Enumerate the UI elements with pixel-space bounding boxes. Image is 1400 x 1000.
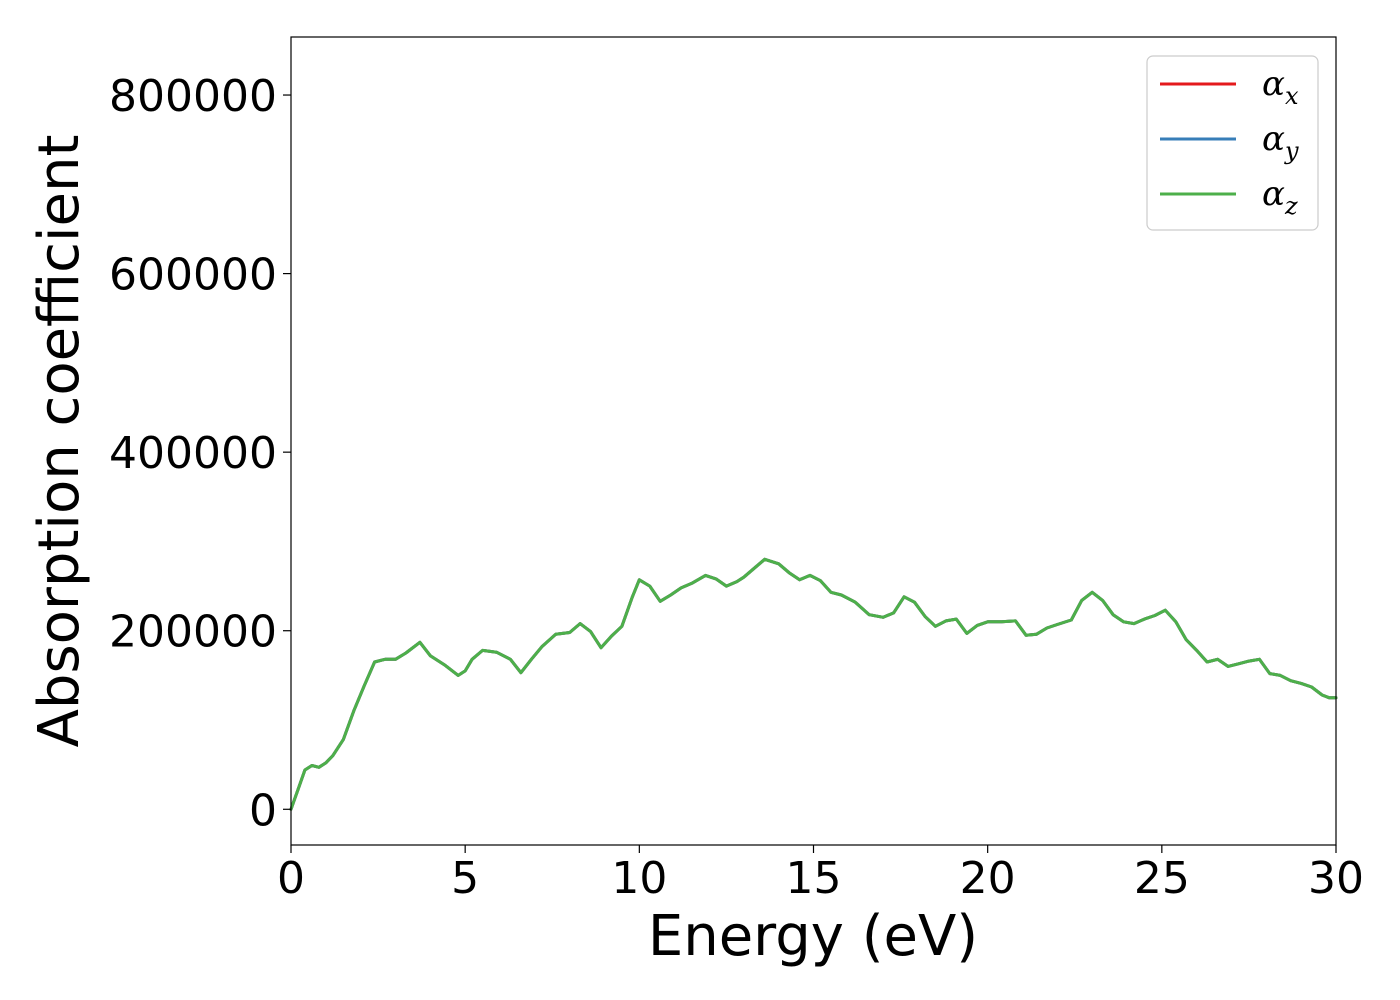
x-tick-label: 20 (960, 853, 1016, 904)
x-tick-label: 10 (611, 853, 667, 904)
legend-box (1146, 55, 1319, 231)
y-tick-label: 600000 (109, 250, 277, 301)
x-axis: 0 5 10 15 20 25 30 (277, 845, 1364, 904)
y-axis-title: Absorption coefficient (27, 135, 92, 748)
x-tick-label: 0 (277, 853, 305, 904)
series-line-2 (289, 557, 1338, 811)
series-layer (289, 557, 1338, 811)
x-tick-label: 25 (1134, 853, 1190, 904)
series-line-1 (289, 557, 1338, 811)
y-tick-label: 200000 (109, 607, 277, 658)
y-axis: 0 200000 400000 600000 800000 (109, 71, 291, 836)
legend-items: αx αy αz (1160, 64, 1299, 220)
legend: αx αy αz (1146, 55, 1319, 231)
legend-label-y: αy (1262, 119, 1299, 165)
legend-label-z: αz (1262, 174, 1298, 220)
x-tick-label: 15 (786, 853, 842, 904)
y-tick-label: 400000 (109, 428, 277, 479)
x-tick-label: 5 (451, 853, 479, 904)
x-axis-title: Energy (eV) (648, 904, 978, 969)
y-tick-label: 0 (249, 785, 277, 836)
x-tick-label: 30 (1308, 853, 1364, 904)
y-tick-label: 800000 (109, 71, 277, 122)
series-line-3 (289, 557, 1338, 811)
legend-label-x: αx (1262, 64, 1299, 110)
